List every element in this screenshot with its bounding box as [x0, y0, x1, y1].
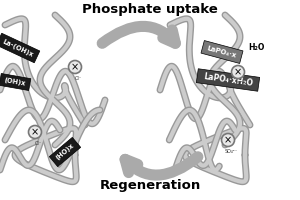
Circle shape	[232, 66, 244, 78]
Circle shape	[221, 134, 235, 146]
Text: La-(OH)x: La-(OH)x	[2, 38, 34, 58]
Text: H₂O: H₂O	[248, 44, 264, 52]
Text: ×: ×	[71, 62, 79, 72]
Text: SO₄: SO₄	[237, 81, 245, 86]
Text: ×: ×	[31, 127, 39, 137]
Circle shape	[28, 126, 41, 138]
Text: Cl⁻: Cl⁻	[74, 76, 82, 81]
Text: (OH)x: (OH)x	[4, 77, 26, 87]
Polygon shape	[0, 73, 31, 91]
Text: (HO)x: (HO)x	[55, 143, 75, 161]
Polygon shape	[49, 137, 81, 167]
FancyArrowPatch shape	[102, 26, 175, 43]
Text: Phosphate uptake: Phosphate uptake	[82, 3, 218, 16]
Text: SO₄²⁻: SO₄²⁻	[224, 149, 238, 154]
Circle shape	[68, 60, 82, 73]
Polygon shape	[0, 33, 40, 63]
Text: LaPO₄·x: LaPO₄·x	[207, 45, 237, 59]
Text: LaPO₄·xH₂O: LaPO₄·xH₂O	[203, 72, 253, 88]
FancyArrowPatch shape	[125, 157, 198, 175]
Text: Cl⁻: Cl⁻	[34, 141, 42, 146]
Text: Regeneration: Regeneration	[99, 179, 201, 192]
Text: ×: ×	[224, 135, 232, 145]
Text: ×: ×	[234, 67, 242, 77]
Polygon shape	[201, 41, 243, 63]
Polygon shape	[196, 69, 260, 91]
